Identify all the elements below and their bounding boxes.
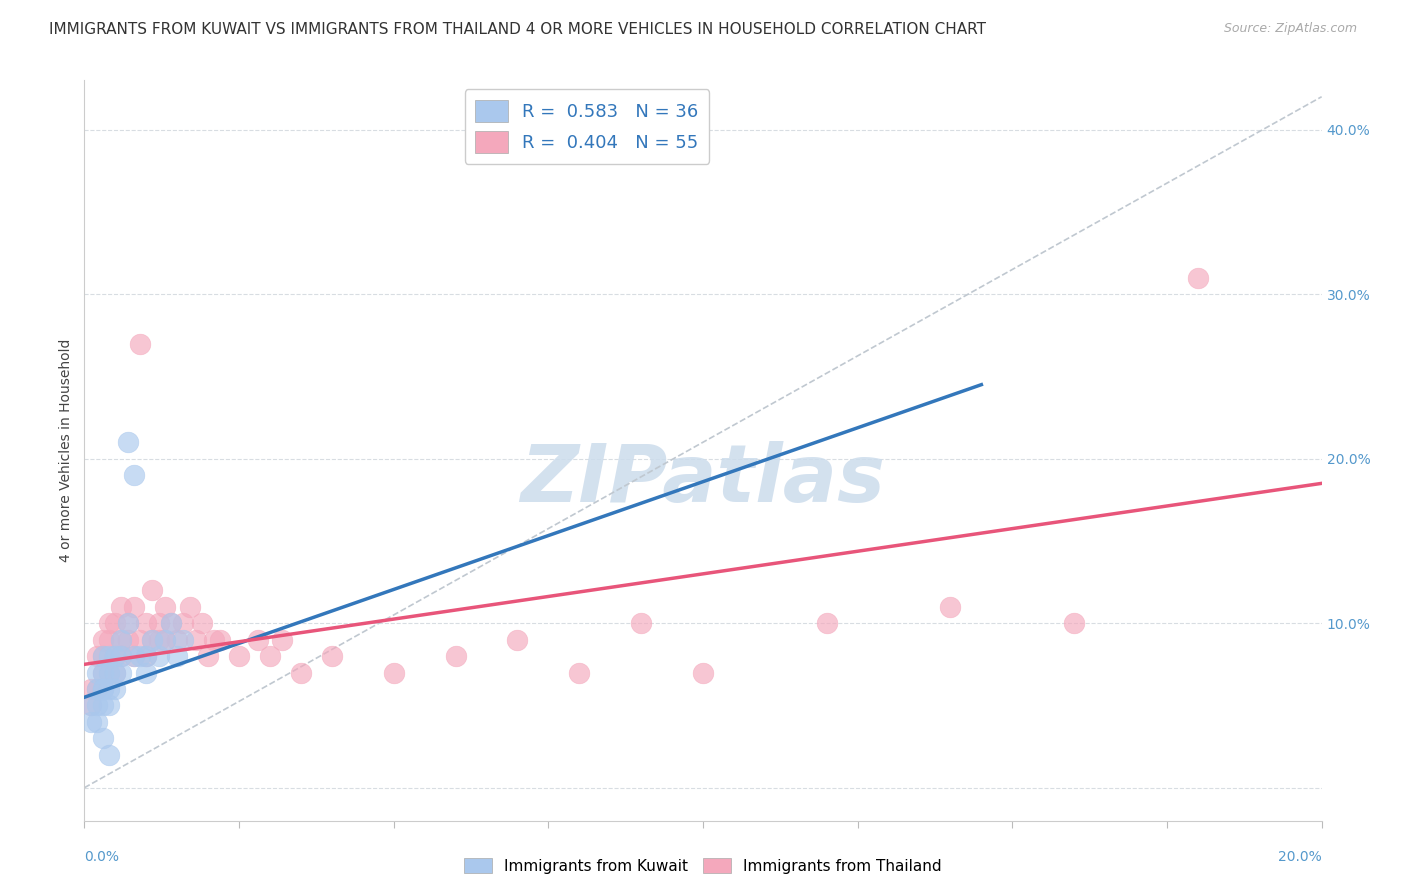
Legend: R =  0.583   N = 36, R =  0.404   N = 55: R = 0.583 N = 36, R = 0.404 N = 55	[464, 89, 710, 164]
Point	[1187, 270, 1209, 285]
Point	[91, 681, 114, 696]
Point	[86, 698, 108, 713]
Point	[110, 632, 132, 647]
Point	[91, 698, 114, 713]
Point	[122, 649, 145, 664]
Point	[1063, 616, 1085, 631]
Point	[91, 665, 114, 680]
Point	[98, 665, 121, 680]
Point	[382, 665, 405, 680]
Point	[815, 616, 838, 631]
Point	[79, 714, 101, 729]
Point	[202, 632, 225, 647]
Point	[191, 616, 214, 631]
Point	[98, 616, 121, 631]
Point	[91, 632, 114, 647]
Point	[104, 649, 127, 664]
Point	[104, 681, 127, 696]
Point	[135, 649, 157, 664]
Point	[98, 649, 121, 664]
Point	[129, 632, 152, 647]
Point	[153, 632, 176, 647]
Point	[153, 632, 176, 647]
Point	[209, 632, 232, 647]
Text: IMMIGRANTS FROM KUWAIT VS IMMIGRANTS FROM THAILAND 4 OR MORE VEHICLES IN HOUSEHO: IMMIGRANTS FROM KUWAIT VS IMMIGRANTS FRO…	[49, 22, 986, 37]
Point	[117, 435, 139, 450]
Point	[172, 632, 194, 647]
Point	[117, 632, 139, 647]
Point	[91, 665, 114, 680]
Point	[98, 665, 121, 680]
Point	[104, 649, 127, 664]
Point	[104, 665, 127, 680]
Point	[79, 698, 101, 713]
Point	[148, 649, 170, 664]
Text: 0.0%: 0.0%	[84, 850, 120, 864]
Point	[148, 616, 170, 631]
Point	[110, 649, 132, 664]
Legend: Immigrants from Kuwait, Immigrants from Thailand: Immigrants from Kuwait, Immigrants from …	[458, 852, 948, 880]
Point	[129, 649, 152, 664]
Point	[91, 649, 114, 664]
Point	[122, 468, 145, 483]
Point	[135, 616, 157, 631]
Point	[104, 616, 127, 631]
Point	[246, 632, 269, 647]
Point	[160, 616, 183, 631]
Text: Source: ZipAtlas.com: Source: ZipAtlas.com	[1223, 22, 1357, 36]
Point	[166, 632, 188, 647]
Point	[172, 616, 194, 631]
Text: 20.0%: 20.0%	[1278, 850, 1322, 864]
Point	[86, 665, 108, 680]
Point	[86, 681, 108, 696]
Point	[228, 649, 250, 664]
Point	[290, 665, 312, 680]
Point	[110, 649, 132, 664]
Point	[122, 599, 145, 614]
Point	[104, 665, 127, 680]
Point	[197, 649, 219, 664]
Point	[506, 632, 529, 647]
Point	[98, 632, 121, 647]
Point	[110, 599, 132, 614]
Point	[166, 649, 188, 664]
Point	[91, 731, 114, 746]
Point	[259, 649, 281, 664]
Point	[179, 599, 201, 614]
Point	[184, 632, 207, 647]
Point	[86, 681, 108, 696]
Point	[153, 599, 176, 614]
Point	[141, 632, 163, 647]
Point	[86, 649, 108, 664]
Point	[129, 336, 152, 351]
Point	[444, 649, 467, 664]
Point	[110, 665, 132, 680]
Point	[79, 698, 101, 713]
Point	[271, 632, 294, 647]
Y-axis label: 4 or more Vehicles in Household: 4 or more Vehicles in Household	[59, 339, 73, 562]
Text: ZIPatlas: ZIPatlas	[520, 441, 886, 519]
Point	[122, 649, 145, 664]
Point	[135, 649, 157, 664]
Point	[160, 616, 183, 631]
Point	[321, 649, 343, 664]
Point	[117, 616, 139, 631]
Point	[141, 632, 163, 647]
Point	[91, 681, 114, 696]
Point	[141, 583, 163, 598]
Point	[91, 649, 114, 664]
Point	[98, 698, 121, 713]
Point	[148, 632, 170, 647]
Point	[98, 747, 121, 762]
Point	[86, 714, 108, 729]
Point	[692, 665, 714, 680]
Point	[110, 632, 132, 647]
Point	[135, 665, 157, 680]
Point	[939, 599, 962, 614]
Point	[117, 616, 139, 631]
Point	[79, 681, 101, 696]
Point	[568, 665, 591, 680]
Point	[630, 616, 652, 631]
Point	[98, 681, 121, 696]
